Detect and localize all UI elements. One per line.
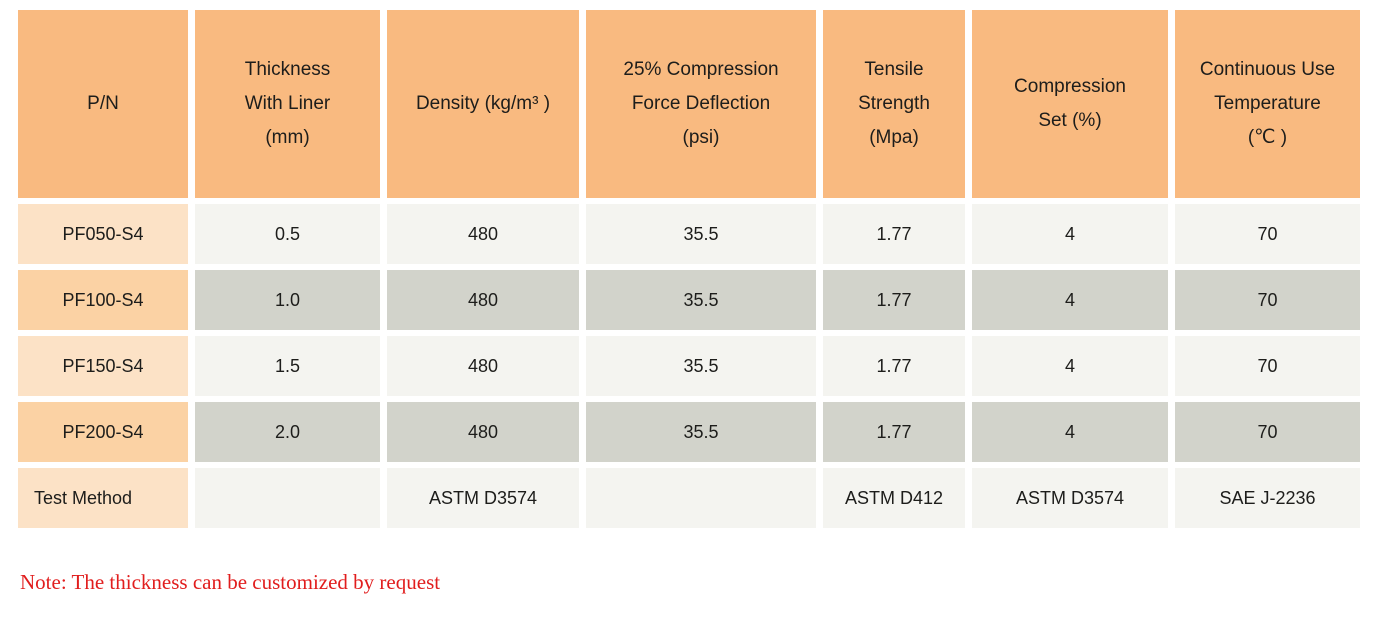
cell-thickness: 1.0 [195, 270, 380, 330]
table-row-pf050: PF050-S4 0.5 480 35.5 1.77 4 70 [18, 204, 1360, 264]
cell-thickness: 2.0 [195, 402, 380, 462]
cell-compression-set: 4 [972, 336, 1168, 396]
col-header-continuous-use-temperature: Continuous Use Temperature (℃ ) [1175, 10, 1360, 198]
cell-compression-set: 4 [972, 204, 1168, 264]
cell-density: 480 [387, 204, 579, 264]
cell-pn: PF050-S4 [18, 204, 188, 264]
cell-cfd: 35.5 [586, 204, 816, 264]
table-row-pf100: PF100-S4 1.0 480 35.5 1.77 4 70 [18, 270, 1360, 330]
cell-temperature: 70 [1175, 270, 1360, 330]
cell-temperature: SAE J-2236 [1175, 468, 1360, 528]
cell-pn: PF100-S4 [18, 270, 188, 330]
col-header-pn: P/N [18, 10, 188, 198]
cell-temperature: 70 [1175, 336, 1360, 396]
col-header-compression-force-deflection: 25% Compression Force Deflection (psi) [586, 10, 816, 198]
cell-compression-set: ASTM D3574 [972, 468, 1168, 528]
cell-pn: PF150-S4 [18, 336, 188, 396]
cell-tensile: 1.77 [823, 270, 965, 330]
cell-tensile: 1.77 [823, 402, 965, 462]
spec-table: P/N Thickness With Liner (mm) Density (k… [11, 4, 1367, 534]
cell-pn: PF200-S4 [18, 402, 188, 462]
cell-density: 480 [387, 336, 579, 396]
cell-compression-set: 4 [972, 270, 1168, 330]
header-row: P/N Thickness With Liner (mm) Density (k… [18, 10, 1360, 198]
col-header-tensile-strength: Tensile Strength (Mpa) [823, 10, 965, 198]
cell-cfd: 35.5 [586, 270, 816, 330]
cell-density: 480 [387, 270, 579, 330]
table-row-pf200: PF200-S4 2.0 480 35.5 1.77 4 70 [18, 402, 1360, 462]
table-row-pf150: PF150-S4 1.5 480 35.5 1.77 4 70 [18, 336, 1360, 396]
cell-temperature: 70 [1175, 402, 1360, 462]
cell-density: ASTM D3574 [387, 468, 579, 528]
cell-compression-set: 4 [972, 402, 1168, 462]
cell-tensile: 1.77 [823, 336, 965, 396]
cell-cfd [586, 468, 816, 528]
cell-cfd: 35.5 [586, 402, 816, 462]
cell-density: 480 [387, 402, 579, 462]
cell-tensile: ASTM D412 [823, 468, 965, 528]
cell-temperature: 70 [1175, 204, 1360, 264]
table-row-test-method: Test Method ASTM D3574 ASTM D412 ASTM D3… [18, 468, 1360, 528]
cell-thickness: 1.5 [195, 336, 380, 396]
note-text: Note: The thickness can be customized by… [20, 570, 441, 594]
cell-pn: Test Method [18, 468, 188, 528]
cell-thickness [195, 468, 380, 528]
cell-tensile: 1.77 [823, 204, 965, 264]
col-header-thickness: Thickness With Liner (mm) [195, 10, 380, 198]
col-header-compression-set: Compression Set (%) [972, 10, 1168, 198]
cell-thickness: 0.5 [195, 204, 380, 264]
cell-cfd: 35.5 [586, 336, 816, 396]
col-header-density: Density (kg/m³ ) [387, 10, 579, 198]
